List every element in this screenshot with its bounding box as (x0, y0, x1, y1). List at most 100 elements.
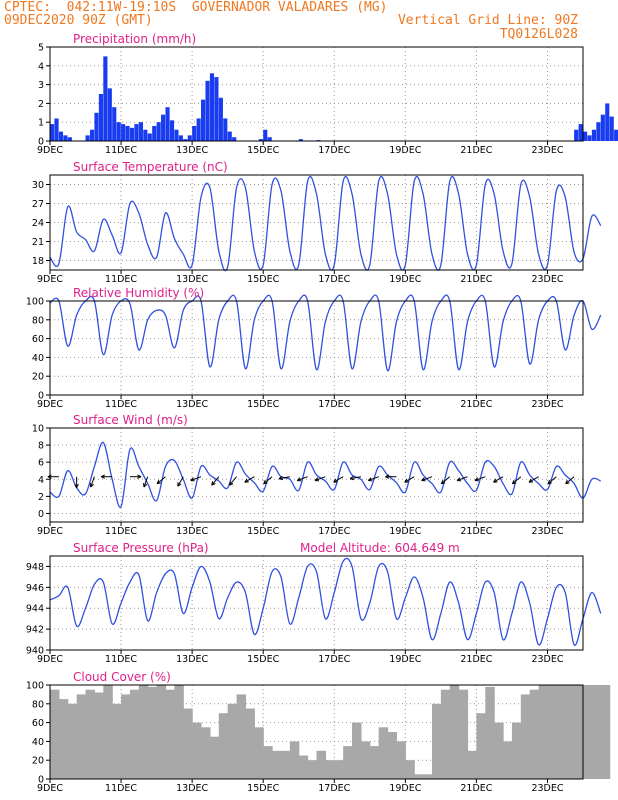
temp-xtick-label: 9DEC (37, 274, 63, 285)
precip-bar (178, 135, 183, 141)
wind-arrow (263, 476, 273, 485)
wind-arrow-head (74, 483, 78, 488)
cloud-bar (378, 727, 389, 779)
cloud-bar (263, 746, 273, 779)
wind-frame (49, 427, 584, 523)
temp-ytick-label: 18 (32, 256, 44, 267)
header-location: CPTEC: 042:11W-19:10S GOVERNADOR VALADAR… (4, 0, 388, 15)
precip-ytick-label: 1 (38, 118, 44, 129)
wind-arrow-head (177, 483, 182, 487)
wind-ytick-label: 4 (38, 475, 44, 486)
rh-ytick-label: 40 (32, 353, 44, 364)
precip-xtick-label: 17DEC (318, 145, 350, 156)
precip-xtick-label: 13DEC (176, 145, 208, 156)
wind-arrow-head (211, 481, 214, 486)
press-line (49, 557, 602, 646)
cloud-bar (236, 694, 247, 779)
press-xtick-label: 23DEC (531, 654, 563, 665)
wind-arrow-head (278, 475, 283, 480)
wind-arrow-head (211, 483, 216, 486)
precip-bar (574, 129, 579, 141)
cloud-bar (467, 750, 477, 779)
wind-arrow (421, 476, 433, 481)
cloud-bar (343, 746, 353, 779)
rh-xtick-label: 15DEC (247, 399, 279, 410)
precip-ytick-label: 2 (38, 99, 44, 110)
cloud-bar (503, 741, 513, 779)
wind-arrow-head (511, 479, 515, 484)
cloud-bar (174, 685, 184, 779)
wind-xtick-label: 19DEC (389, 526, 421, 537)
cloud-bar (85, 689, 96, 779)
precip-bar (298, 139, 303, 141)
precip-bar (587, 135, 592, 141)
precip-ytick-label: 4 (38, 61, 44, 72)
press-xtick-label: 17DEC (318, 654, 350, 665)
wind-arrow-head (156, 479, 160, 484)
wind-arrow-head (367, 477, 372, 481)
wind-xtick-label: 9DEC (37, 526, 63, 537)
wind-xtick-label: 13DEC (176, 526, 208, 537)
cloud-xtick-label: 19DEC (389, 783, 421, 794)
precip-bar (134, 124, 139, 141)
cloud-bar (218, 713, 229, 779)
cloud-bar (600, 685, 611, 779)
wind-arrow (512, 476, 522, 485)
cloud-bar (316, 750, 326, 779)
cloud-xtick-label: 23DEC (531, 783, 563, 794)
precip-title: Precipitation (mm/h) (73, 32, 196, 46)
wind-arrow (297, 476, 308, 481)
wind-arrow (441, 476, 451, 485)
temp-xtick-label: 15DEC (247, 274, 279, 285)
wind-arrow-head (440, 479, 444, 484)
precip-bar (50, 124, 55, 141)
wind-arrow-head (512, 482, 517, 485)
wind-arrow (143, 476, 149, 488)
wind-arrow-head (565, 482, 570, 485)
precip-bar (192, 125, 197, 141)
temp-xtick-label: 13DEC (176, 274, 208, 285)
wind-arrow-head (456, 477, 461, 481)
cloud-bar (565, 685, 575, 779)
cloud-bar (325, 760, 335, 779)
wind-arrow-head (263, 479, 266, 484)
precip-bar (67, 137, 72, 141)
wind-arrow-head (263, 482, 268, 485)
cloud-bar (147, 686, 158, 779)
precip-bar (227, 131, 232, 141)
temp-xtick-label: 11DEC (105, 274, 137, 285)
cloud-bar (476, 713, 486, 779)
cloud-bar (574, 685, 584, 779)
wind-xtick-label: 15DEC (247, 526, 279, 537)
cloud-bar (431, 703, 442, 779)
cloud-ytick-label: 80 (32, 699, 44, 710)
precip-frame (49, 46, 584, 142)
wind-xtick-label: 11DEC (105, 526, 137, 537)
wind-arrow-head (278, 478, 284, 481)
precip-bar (161, 114, 166, 141)
cloud-bar (183, 708, 193, 779)
temp-ytick-label: 27 (32, 199, 44, 210)
wind-arrow (565, 476, 575, 485)
precip-bar (267, 137, 272, 141)
wind-arrow-head (421, 477, 425, 481)
wind-arrow (457, 476, 468, 481)
precip-bar (116, 122, 121, 141)
rh-ytick-label: 100 (26, 297, 44, 308)
precip-bar (58, 131, 64, 141)
wind-arrow-head (137, 476, 142, 479)
cloud-frame (49, 684, 584, 780)
wind-arrow (244, 476, 255, 483)
precip-bar (196, 118, 201, 141)
precip-bar (121, 124, 126, 141)
wind-ytick-label: 6 (38, 458, 44, 469)
wind-arrow (156, 476, 166, 485)
precip-xtick-label: 9DEC (37, 145, 63, 156)
wind-arrow (349, 476, 362, 480)
rh-xtick-label: 11DEC (105, 399, 137, 410)
rh-ytick-label: 80 (32, 315, 44, 326)
precip-bar (232, 137, 237, 141)
cloud-bar (547, 685, 557, 779)
wind-arrow-head (349, 478, 355, 481)
